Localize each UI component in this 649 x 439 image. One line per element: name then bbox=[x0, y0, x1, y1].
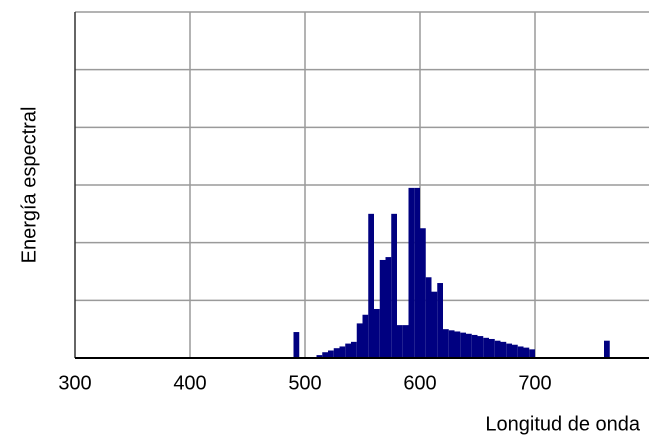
bar bbox=[356, 323, 363, 358]
bar bbox=[345, 343, 351, 358]
bar bbox=[379, 259, 386, 358]
bar bbox=[454, 331, 461, 358]
bar bbox=[374, 308, 380, 358]
bar bbox=[443, 329, 449, 358]
bar bbox=[489, 338, 495, 358]
bar bbox=[506, 343, 512, 358]
bar bbox=[460, 332, 466, 358]
bar bbox=[391, 213, 397, 358]
bar bbox=[523, 347, 530, 358]
x-axis-label: Longitud de onda bbox=[485, 413, 640, 435]
bar bbox=[322, 352, 328, 358]
x-tick-label: 500 bbox=[288, 372, 321, 394]
x-tick-label: 600 bbox=[403, 372, 436, 394]
bar bbox=[512, 344, 518, 358]
bar bbox=[351, 341, 357, 358]
bar bbox=[471, 334, 478, 358]
bar bbox=[477, 336, 484, 358]
bar bbox=[328, 350, 334, 358]
bar bbox=[500, 341, 507, 358]
bar bbox=[483, 337, 489, 358]
y-axis-label: Energía espectral bbox=[18, 107, 40, 264]
bar bbox=[408, 187, 415, 358]
bar bbox=[448, 330, 455, 358]
x-tick-label: 700 bbox=[518, 372, 551, 394]
bar bbox=[604, 340, 610, 358]
bar bbox=[517, 346, 524, 358]
x-tick-label: 300 bbox=[58, 372, 91, 394]
bar bbox=[437, 283, 443, 358]
bar bbox=[466, 333, 472, 358]
bar bbox=[402, 325, 409, 358]
bar bbox=[339, 346, 346, 358]
bar bbox=[431, 291, 438, 358]
bar bbox=[414, 187, 420, 358]
bar bbox=[397, 325, 403, 358]
bar bbox=[333, 348, 340, 358]
bar bbox=[494, 340, 501, 358]
bar bbox=[293, 332, 300, 358]
bar bbox=[362, 314, 369, 358]
bar bbox=[385, 257, 392, 358]
bar bbox=[529, 349, 535, 358]
x-tick-label: 400 bbox=[173, 372, 206, 394]
bar bbox=[425, 277, 432, 358]
bar bbox=[420, 228, 426, 358]
bar bbox=[316, 355, 323, 358]
bar bbox=[368, 213, 374, 358]
